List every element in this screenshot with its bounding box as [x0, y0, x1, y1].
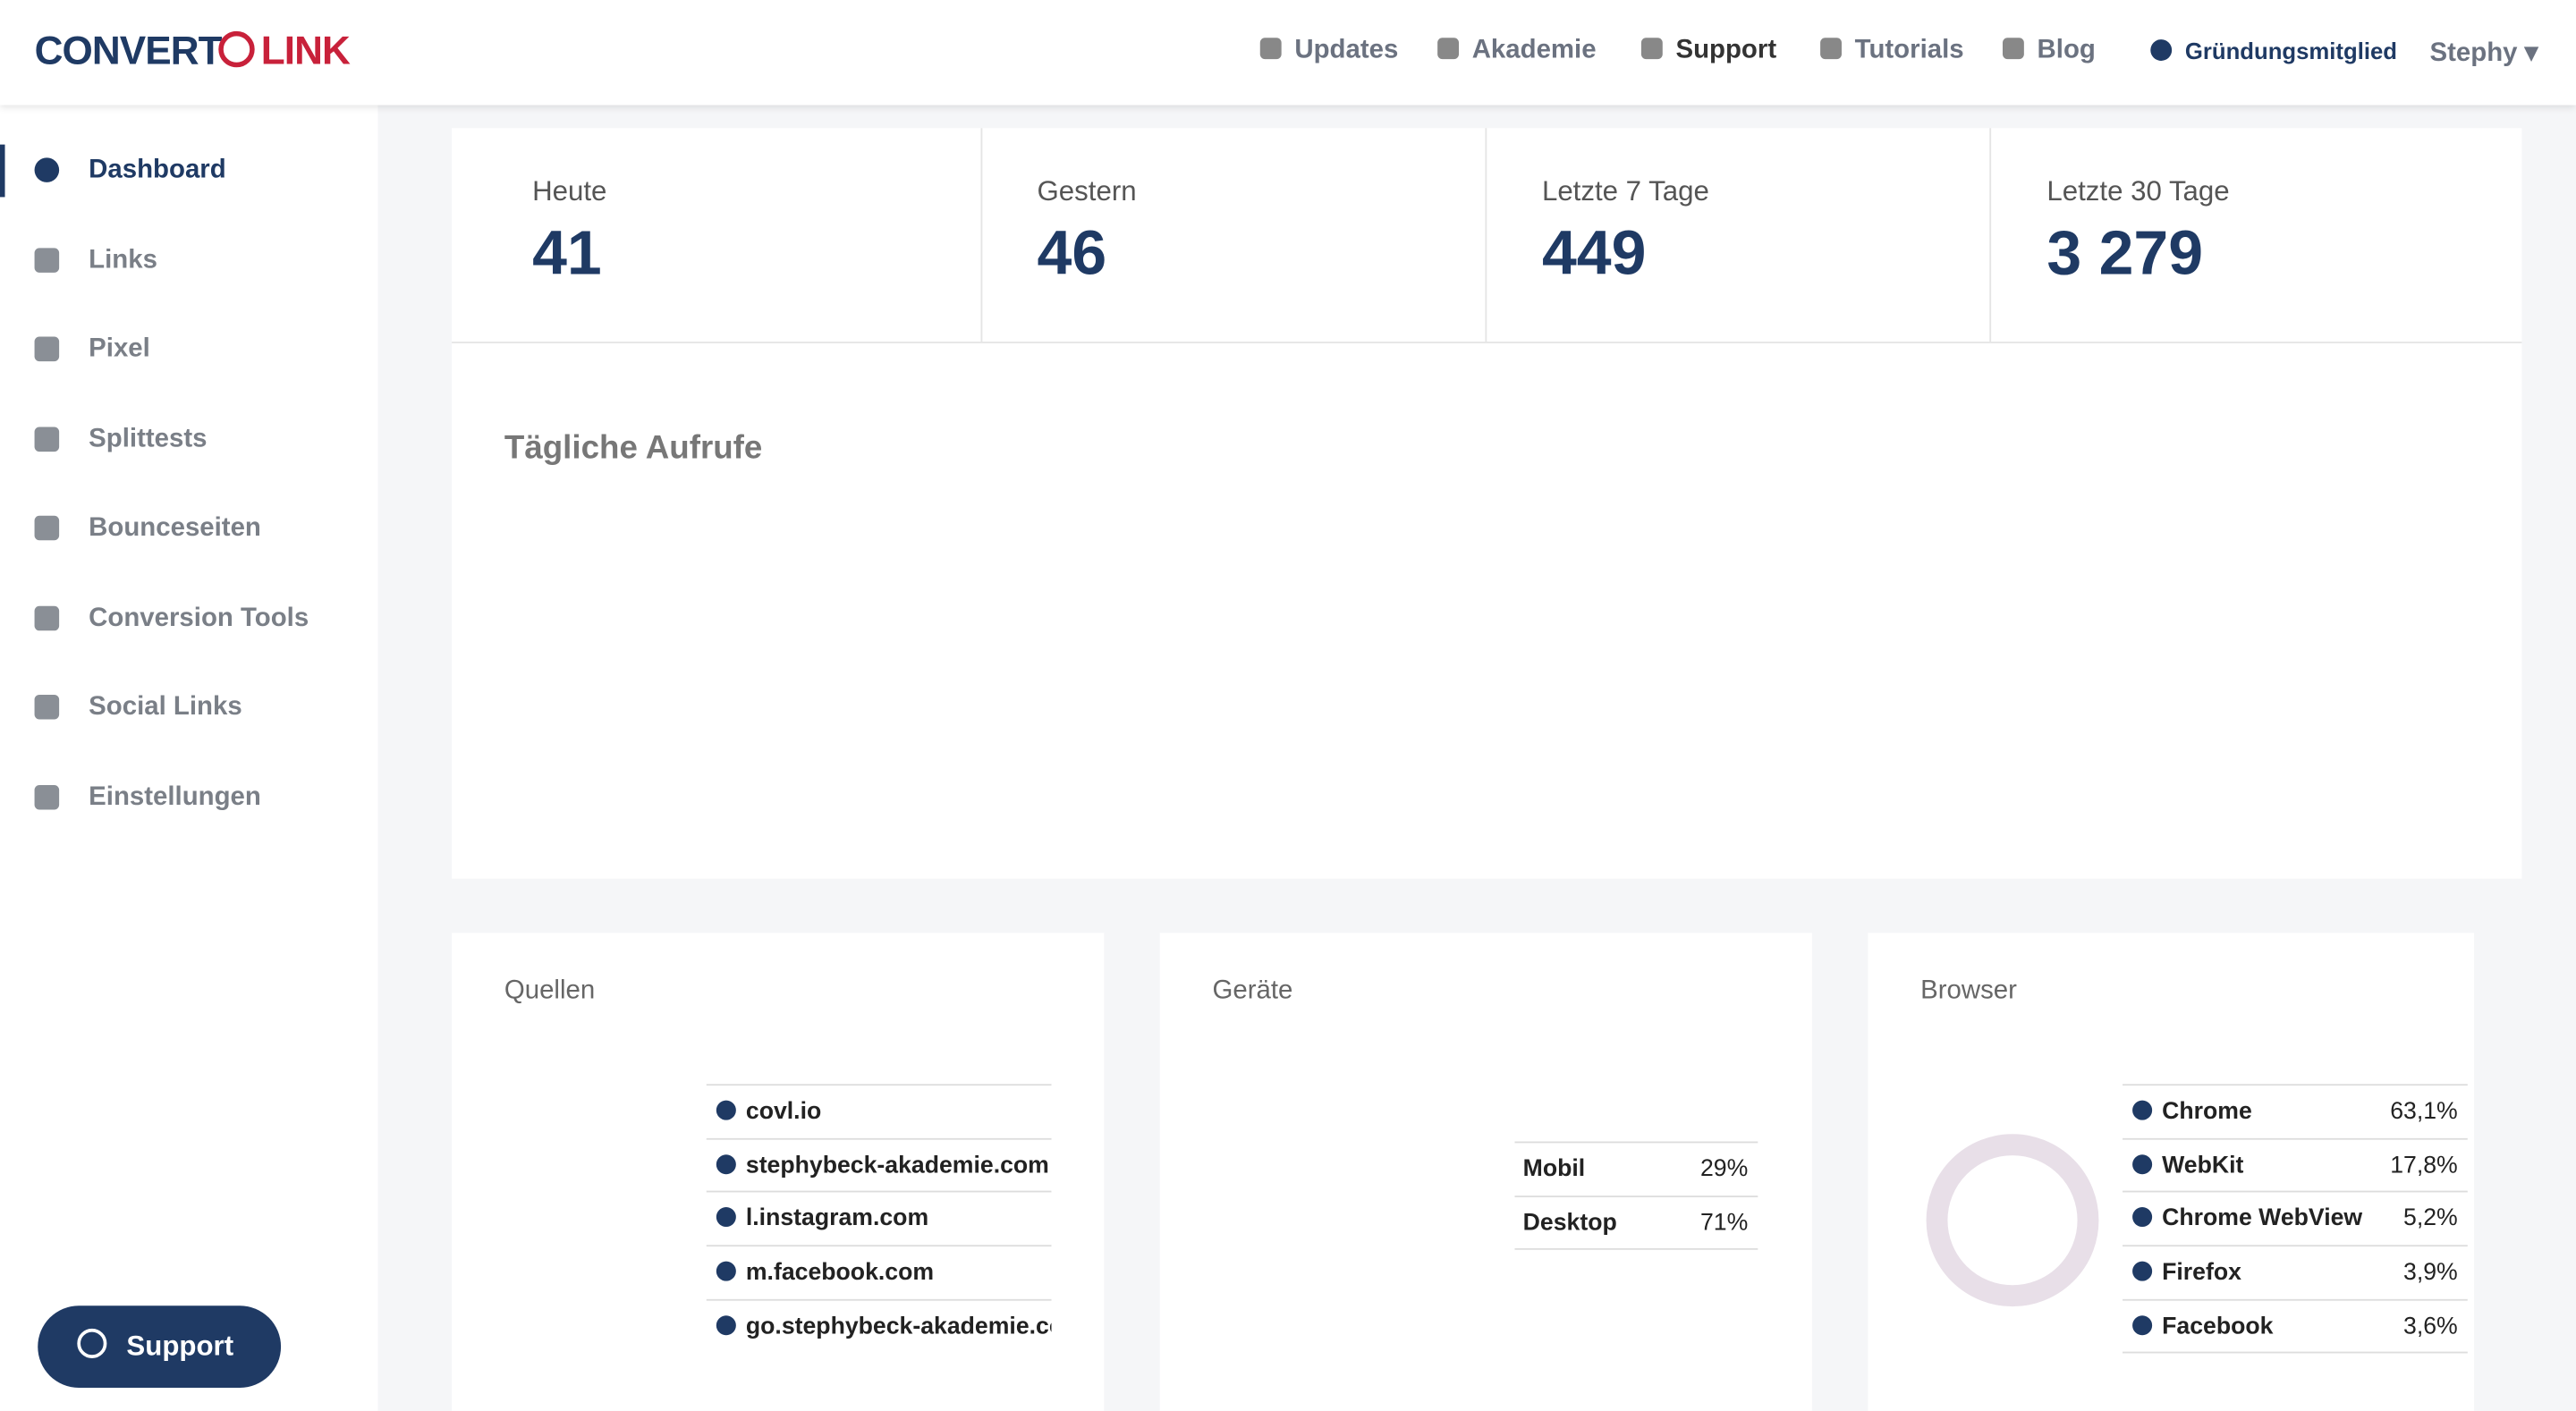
sidebar-item[interactable]: Social Links — [89, 693, 242, 722]
icon — [716, 1314, 736, 1335]
table-row: Chrome WebView 5,2% — [2123, 1191, 2468, 1246]
logo-text: CONVERT — [34, 30, 223, 74]
nav-item[interactable]: Updates — [1259, 36, 1399, 65]
sources-card — [452, 933, 1105, 1411]
stats-card — [452, 128, 2522, 879]
row-value: 63,1% — [2390, 1098, 2458, 1126]
row-label: covl.io — [745, 1098, 822, 1126]
row-value: 29% — [1699, 1156, 1749, 1183]
chart-title: Tägliche Aufrufe — [504, 430, 763, 467]
icon — [716, 1261, 736, 1281]
row-label: stephybeck-akademie.com — [745, 1152, 1049, 1179]
sidebar-item[interactable]: Einstellungen — [89, 782, 261, 811]
sidebar — [0, 105, 378, 1411]
sidebar-item[interactable]: Dashboard — [89, 156, 226, 184]
table-row: Desktop 71% — [1514, 1195, 1758, 1250]
icon — [2132, 1207, 2153, 1228]
line-chart: .05.201926.05.201931.05.201905.06.201910… — [452, 342, 2521, 879]
member-badge[interactable]: Gründungsmitglied — [2150, 38, 2397, 64]
row-label: Chrome WebView — [2162, 1205, 2363, 1233]
label: Stephy — [2429, 39, 2518, 68]
table-row: m.facebook.com — [706, 1245, 1052, 1299]
label: Support — [126, 1330, 234, 1362]
card-title: Quellen — [504, 976, 596, 1006]
label: Updates — [1294, 36, 1399, 64]
nav-item[interactable]: Support — [1640, 36, 1777, 65]
row-label: l.instagram.com — [745, 1205, 929, 1233]
table-row: WebKit 17,8% — [2123, 1137, 2468, 1192]
devices-card — [1159, 933, 1812, 1411]
row-value: 17,8% — [2390, 1152, 2458, 1179]
nav-item[interactable]: Blog — [2002, 36, 2096, 65]
stat-value: 46 — [1037, 220, 1107, 290]
label: Blog — [2037, 36, 2096, 64]
logo[interactable]: CONVERT LINK — [34, 30, 351, 75]
row-label: go.stephybeck-akademie.com — [745, 1314, 1052, 1340]
row-value: 5,2% — [2403, 1205, 2458, 1233]
nav-icon — [34, 247, 60, 272]
header: CONVERT LINK Updates Akademie Support Tut… — [0, 0, 2576, 106]
nav-icon — [34, 157, 60, 182]
card-title: Browser — [1920, 976, 2017, 1006]
icon — [2132, 1153, 2153, 1174]
row-value: 3,9% — [2403, 1259, 2458, 1287]
nav-icon — [34, 336, 60, 362]
label: Akademie — [1471, 36, 1597, 64]
stat-value: 449 — [1541, 220, 1647, 290]
sidebar-item[interactable]: Pixel — [89, 334, 150, 363]
card-title: Geräte — [1212, 976, 1293, 1006]
icon — [2132, 1314, 2153, 1335]
table-row: Facebook 3,6% — [2123, 1298, 2468, 1354]
logo-text: LINK — [260, 30, 351, 74]
row-label: Chrome — [2162, 1098, 2252, 1126]
icon — [716, 1100, 736, 1120]
nav-item[interactable]: Akademie — [1437, 36, 1597, 65]
icon — [716, 1207, 736, 1228]
stat-value: 41 — [532, 220, 602, 290]
support-button[interactable]: Support — [38, 1305, 282, 1389]
nav-icon — [34, 515, 60, 541]
icon — [716, 1153, 736, 1174]
label: Tutorials — [1854, 36, 1964, 64]
table-row: Chrome 63,1% — [2123, 1084, 2468, 1138]
table-row: Mobil 29% — [1514, 1141, 1758, 1196]
sidebar-item[interactable]: Conversion Tools — [89, 604, 309, 632]
row-label: m.facebook.com — [745, 1259, 935, 1287]
icon — [2132, 1100, 2153, 1120]
sidebar-item[interactable]: Links — [89, 245, 157, 274]
row-label: Mobil — [1522, 1156, 1586, 1183]
row-label: WebKit — [2162, 1152, 2244, 1179]
stat-label: Gestern — [1037, 175, 1137, 207]
nav-icon — [34, 784, 60, 809]
label: Gründungsmitglied — [2184, 38, 2397, 64]
table-row: l.instagram.com — [706, 1191, 1052, 1246]
nav-icon — [34, 694, 60, 720]
icon — [2132, 1261, 2153, 1281]
row-value: 71% — [1699, 1210, 1749, 1237]
nav-icon — [34, 426, 60, 452]
row-label: Desktop — [1522, 1210, 1617, 1237]
nav-item[interactable]: Tutorials — [1820, 36, 1964, 65]
user-menu[interactable]: Stephy ▾ — [2429, 39, 2538, 68]
stat-value: 3 279 — [2046, 220, 2204, 290]
stat-label: Letzte 30 Tage — [2046, 175, 2230, 207]
label: Support — [1675, 36, 1777, 64]
row-value: 3,6% — [2403, 1314, 2458, 1340]
table-row: stephybeck-akademie.com — [706, 1137, 1052, 1192]
row-label: Facebook — [2162, 1314, 2274, 1340]
nav-icon — [34, 604, 60, 630]
sidebar-item[interactable]: Splittests — [89, 424, 208, 453]
sidebar-item[interactable]: Bounceseiten — [89, 513, 261, 543]
stat-label: Heute — [532, 175, 607, 207]
table-row: covl.io — [706, 1084, 1052, 1138]
stat-label: Letzte 7 Tage — [1541, 175, 1709, 207]
table-row: Firefox 3,9% — [2123, 1245, 2468, 1299]
row-label: Firefox — [2162, 1259, 2241, 1287]
table-row: go.stephybeck-akademie.com — [706, 1298, 1052, 1353]
